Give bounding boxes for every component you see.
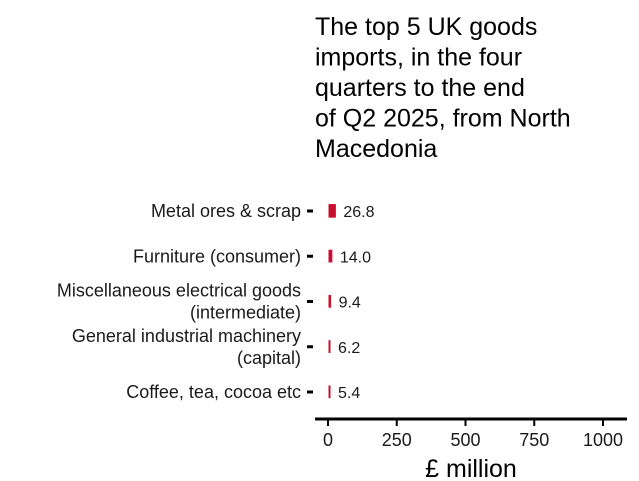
data-label: 6.2 bbox=[338, 340, 360, 357]
bar bbox=[328, 340, 331, 353]
category-label: Coffee, tea, cocoa etc bbox=[126, 382, 301, 402]
data-label: 5.4 bbox=[338, 385, 360, 402]
x-tick-label: 1000 bbox=[583, 430, 623, 450]
category-label: Furniture (consumer) bbox=[133, 246, 301, 266]
x-tick-label: 500 bbox=[450, 430, 480, 450]
category-labels: Metal ores & scrap Furniture (consumer) Mi… bbox=[57, 201, 301, 402]
category-label: Miscellaneous electrical goods bbox=[57, 281, 301, 301]
category-label: General industrial machinery bbox=[72, 326, 301, 346]
x-tick-label: 0 bbox=[323, 430, 333, 450]
chart-title-line: of Q2 2025, from North bbox=[315, 105, 571, 133]
data-label: 26.8 bbox=[343, 204, 374, 221]
bars bbox=[328, 204, 336, 399]
data-label: 9.4 bbox=[339, 295, 361, 312]
category-label: Metal ores & scrap bbox=[151, 201, 301, 221]
bar bbox=[328, 249, 333, 263]
category-ticks bbox=[307, 209, 313, 394]
chart-title-line: imports, in the four bbox=[315, 44, 522, 72]
chart-title-line: Macedonia bbox=[315, 135, 437, 163]
category-label: (capital) bbox=[237, 348, 301, 368]
chart-title: The top 5 UK goods imports, in the fourqu… bbox=[315, 13, 571, 163]
category-label: (intermediate) bbox=[190, 303, 301, 323]
x-axis-title: £ million bbox=[425, 455, 517, 481]
x-axis: 0 250 500 750 1000 bbox=[315, 417, 627, 450]
chart-title-line: quarters to the end bbox=[315, 74, 525, 102]
data-label: 14.0 bbox=[340, 249, 371, 266]
x-tick-label: 250 bbox=[382, 430, 412, 450]
bar bbox=[328, 385, 331, 399]
x-tick-label: 750 bbox=[519, 430, 549, 450]
bar bbox=[328, 294, 332, 308]
data-labels: 26.8 14.0 9.4 6.2 5.4 bbox=[338, 204, 375, 402]
bar bbox=[328, 204, 336, 218]
chart-title-line: The top 5 UK goods bbox=[315, 13, 537, 41]
